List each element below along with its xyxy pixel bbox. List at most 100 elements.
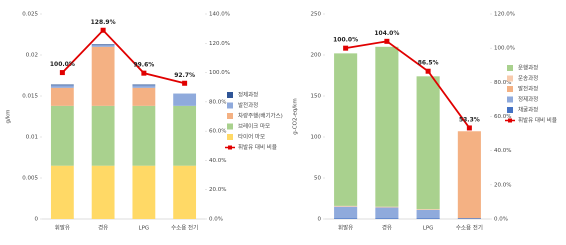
- y-tick-label: 0.01: [26, 135, 38, 141]
- x-tick-label: 휘발유: [338, 224, 353, 232]
- bar-segment: [50, 165, 74, 219]
- y-tick-label: 0.02: [26, 53, 38, 59]
- x-tick-label: 휘발유: [55, 224, 70, 232]
- y2-tick-label: 140.0%: [209, 12, 230, 18]
- bar-segment: [416, 76, 440, 210]
- y2-tick-label: 40.0%: [494, 148, 511, 154]
- bar-segment: [91, 46, 115, 106]
- legend-swatch: [227, 113, 233, 119]
- y-tick-label: 200: [311, 53, 322, 59]
- bar-segment: [91, 165, 115, 219]
- ratio-line: [345, 40, 471, 129]
- value-label: 100.0%: [333, 37, 358, 44]
- bar-segment: [132, 105, 156, 166]
- bar-segment: [91, 44, 115, 46]
- legend-swatch: [508, 118, 512, 123]
- legend-label: 휘발유 대비 비율: [238, 143, 277, 151]
- bar-segment: [91, 105, 115, 166]
- x-tick-label: LPG: [423, 226, 434, 232]
- legend-swatch: [507, 96, 513, 103]
- ratio-marker: [100, 27, 106, 33]
- bar-segment: [173, 93, 197, 106]
- bar-segment: [50, 85, 74, 88]
- bar-segment: [132, 85, 156, 88]
- legend-label: 정제과정: [238, 91, 258, 99]
- bar-segment: [50, 84, 74, 86]
- bar-segment: [132, 84, 156, 86]
- y2-tick-label: 0.0%: [494, 217, 508, 223]
- legend-label: 발전과정: [238, 101, 258, 109]
- legend-swatch: [507, 107, 513, 113]
- bar-segment: [334, 206, 358, 219]
- bar-segment: [416, 209, 440, 210]
- bar-segment: [50, 87, 74, 106]
- y-tick-label: 0: [318, 217, 322, 223]
- y-tick-label: 250: [311, 12, 322, 18]
- x-tick-label: LPG: [139, 226, 150, 232]
- x-tick-label: 수소용 전기: [456, 224, 483, 232]
- value-label: 100.0%: [50, 61, 75, 68]
- value-label: 104.0%: [374, 30, 399, 37]
- bar-segment: [334, 53, 358, 206]
- legend-label: 타이어 마모: [238, 133, 265, 141]
- bar-segment: [132, 165, 156, 219]
- legend-swatch: [507, 65, 513, 71]
- ratio-marker: [343, 45, 349, 51]
- value-label: 92.7%: [174, 72, 195, 79]
- value-label: 86.5%: [418, 60, 439, 67]
- legend-swatch: [228, 145, 232, 150]
- y2-tick-label: 120.0%: [209, 41, 230, 47]
- bar-segment: [416, 218, 440, 219]
- value-label: 128.9%: [91, 19, 116, 26]
- bar-segment: [173, 105, 197, 166]
- y-tick-label: 0.005: [22, 176, 38, 182]
- y2-tick-label: 20.0%: [494, 182, 511, 188]
- legend-label: 정제과정: [518, 95, 538, 103]
- bar-segment: [334, 205, 358, 207]
- x-tick-label: 경유: [98, 225, 108, 232]
- ratio-marker: [59, 70, 65, 76]
- bar-segment: [173, 165, 197, 219]
- value-label: 99.6%: [133, 62, 154, 69]
- y2-tick-label: 20.0%: [209, 187, 226, 193]
- bar-segment: [375, 206, 399, 208]
- ratio-marker: [141, 70, 147, 76]
- y2-tick-label: 60.0%: [209, 129, 226, 135]
- legend-label: 채굴과정: [518, 106, 538, 114]
- legend-label: 브레이크 마모: [238, 122, 270, 130]
- bar-segment: [375, 207, 399, 219]
- y2-tick-label: 120.0%: [494, 12, 515, 18]
- y-axis-title: g-CO2-eq/km: [293, 98, 299, 134]
- legend-swatch: [507, 86, 513, 92]
- bar-segment: [132, 87, 156, 106]
- bar-segment: [416, 209, 440, 219]
- y-tick-label: 150: [311, 94, 322, 100]
- y2-tick-label: 80.0%: [494, 80, 511, 86]
- bar-segment: [375, 46, 399, 207]
- bar-segment: [457, 218, 481, 219]
- bar-segment: [50, 105, 74, 166]
- bar-segment: [457, 131, 481, 219]
- ratio-marker: [384, 38, 390, 44]
- legend-swatch: [227, 134, 233, 140]
- value-label: 53.3%: [459, 116, 480, 123]
- legend-swatch: [227, 123, 233, 130]
- y2-tick-label: 40.0%: [209, 158, 226, 164]
- y-tick-label: 50: [314, 176, 321, 182]
- legend-label: 운송과정: [518, 74, 538, 82]
- x-tick-label: 수소용 전기: [171, 224, 198, 232]
- y2-tick-label: 80.0%: [209, 99, 226, 105]
- legend-swatch: [227, 102, 233, 109]
- ratio-marker: [182, 80, 188, 86]
- x-tick-label: 경유: [382, 225, 392, 232]
- legend-swatch: [227, 92, 233, 98]
- y2-tick-label: 100.0%: [494, 46, 515, 52]
- y-axis-title: g/km: [6, 110, 12, 124]
- bar-segment: [375, 218, 399, 219]
- bar-segment: [334, 218, 358, 219]
- legend-label: 운행과정: [518, 64, 538, 72]
- y-tick-label: 0.025: [22, 12, 38, 18]
- y2-tick-label: 100.0%: [209, 70, 230, 76]
- y-tick-label: 0.015: [22, 94, 38, 100]
